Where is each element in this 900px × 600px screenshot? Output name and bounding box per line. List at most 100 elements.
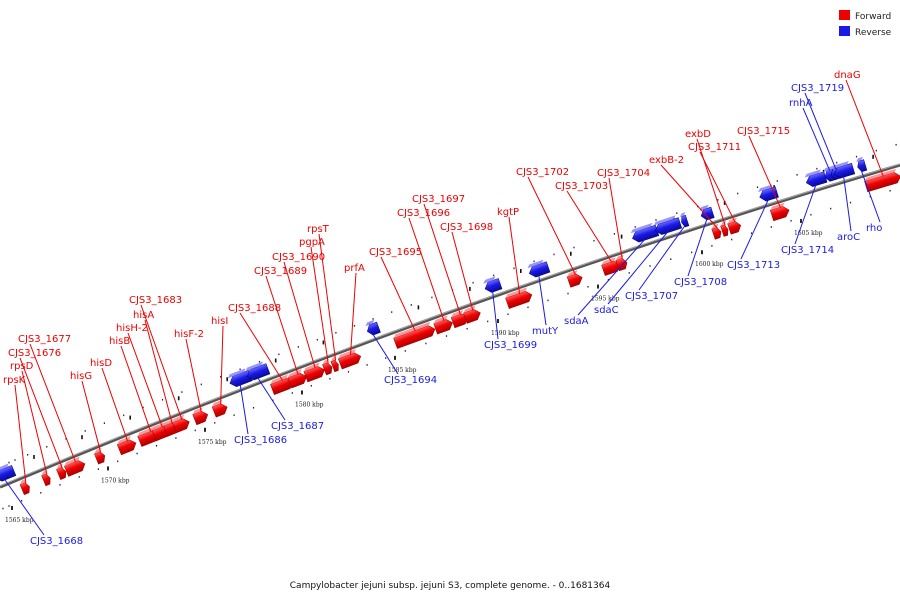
forward-gene-label: rpsK (3, 375, 26, 386)
minor-tick (59, 484, 61, 486)
minor-tick (8, 461, 10, 464)
major-tick (204, 427, 206, 432)
minor-tick (676, 212, 678, 214)
minor-tick (587, 285, 589, 288)
legend-reverse-swatch (839, 26, 850, 36)
forward-gene-label: CJS3_1703 (555, 181, 608, 192)
minor-tick (84, 430, 86, 432)
minor-tick (493, 274, 495, 277)
reverse-gene (653, 215, 683, 235)
forward-gene (172, 414, 190, 434)
minor-tick (776, 180, 778, 182)
gene-leader-line (538, 275, 547, 326)
reverse-gene (832, 160, 856, 179)
forward-gene-label: pgpA (299, 237, 325, 248)
minor-tick (628, 272, 630, 274)
minor-tick (347, 371, 350, 373)
forward-gene-label: kgtP (497, 207, 519, 218)
reverse-gene (483, 276, 503, 293)
forward-gene-label: prfA (344, 263, 365, 274)
minor-tick (410, 304, 412, 306)
minor-tick (136, 452, 138, 455)
reverse-gene-label: CJS3_1694 (384, 375, 437, 386)
minor-tick (527, 306, 529, 309)
minor-tick (329, 377, 331, 380)
minor-tick (472, 281, 474, 284)
forward-gene (19, 478, 30, 496)
major-tick (497, 318, 499, 323)
minor-tick (670, 258, 672, 260)
gene-leader-line (794, 184, 817, 245)
minor-tick (691, 251, 693, 254)
minor-tick (252, 406, 255, 409)
strand-tick (129, 415, 131, 420)
minor-tick (553, 253, 555, 256)
minor-tick (233, 414, 235, 417)
genome-backbone (0, 163, 900, 489)
forward-gene-label: CJS3_1715 (737, 126, 790, 137)
minor-tick (391, 311, 393, 313)
scale-label: 1575 kbp (198, 439, 227, 446)
forward-gene (864, 168, 900, 193)
forward-gene-label: rpsT (307, 224, 330, 235)
minor-tick (750, 232, 753, 235)
minor-tick (816, 167, 818, 170)
gene-leader-line (21, 370, 48, 475)
forward-gene (566, 270, 583, 288)
minor-tick (731, 238, 733, 241)
minor-tick (181, 391, 183, 393)
strand-tick (226, 377, 228, 382)
reverse-gene-label: CJS3_1714 (781, 245, 834, 256)
minor-tick (466, 327, 468, 330)
gene-features (0, 156, 900, 496)
legend-reverse-label: Reverse (855, 28, 892, 38)
strand-tick (872, 154, 874, 159)
gene-leader-line (127, 332, 163, 428)
forward-gene-label: hisB (109, 336, 130, 347)
minor-tick (895, 143, 897, 146)
reverse-gene-label: CJS3_1719 (791, 83, 844, 94)
gene-leader-line (14, 384, 27, 484)
minor-tick (123, 414, 125, 417)
gene-leader-line (608, 177, 623, 260)
minor-tick (21, 499, 23, 502)
forward-gene-label: exbB-2 (649, 155, 684, 166)
major-tick (11, 505, 13, 510)
minor-tick (200, 383, 202, 386)
reverse-gene (758, 184, 779, 202)
gene-leader-line (283, 261, 316, 369)
scale-label: 1595 kbp (591, 296, 620, 303)
minor-tick (849, 201, 852, 204)
reverse-gene (245, 361, 271, 381)
minor-tick (756, 186, 759, 189)
strand-tick (177, 396, 180, 401)
minor-tick (194, 429, 196, 432)
forward-gene (393, 321, 436, 349)
gene-leader-line (220, 325, 224, 405)
reverse-gene-label: CJS3_1707 (625, 291, 678, 302)
minor-tick (239, 368, 241, 371)
gene-labels: rpsK rpsD CJS3_1676 CJS3_1677 hisG hisD hisB hi… (3, 70, 884, 547)
minor-tick (117, 460, 119, 463)
gene-leader-line (185, 338, 202, 413)
minor-tick (2, 507, 4, 510)
reverse-gene (365, 319, 381, 336)
forward-gene-label: hisI (211, 316, 228, 327)
reverse-gene-label: CJS3_1668 (30, 536, 83, 547)
scale-dots (2, 143, 897, 510)
minor-tick (770, 226, 772, 228)
minor-tick (278, 353, 280, 356)
gene-leader-line (144, 319, 173, 424)
forward-gene-label: dnaG (834, 70, 861, 81)
minor-tick (445, 335, 448, 337)
strand-tick (81, 435, 83, 440)
gene-leader-line (265, 275, 299, 375)
minor-tick (487, 320, 489, 323)
reverse-gene (527, 259, 551, 278)
reverse-gene (699, 204, 715, 221)
minor-tick (613, 233, 615, 235)
major-tick (107, 466, 109, 471)
reverse-gene-label: sdaA (564, 316, 589, 327)
minor-tick (810, 213, 812, 216)
